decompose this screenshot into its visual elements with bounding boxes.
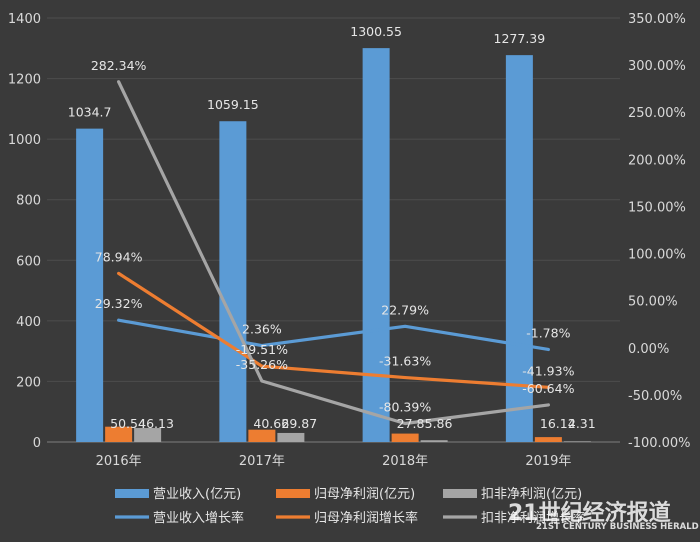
legend-label: 归母净利润增长率 (314, 510, 418, 526)
series-line (117, 271, 550, 389)
line-data-label: 2.36% (242, 322, 282, 337)
y-tick-label: 600 (16, 254, 41, 269)
watermark-en: 21ST CENTURY BUSINESS HERALD (536, 522, 699, 532)
line-data-label: -60.64% (522, 381, 574, 396)
bar-data-label: 46.13 (138, 416, 174, 431)
watermark-cn: 21世纪经济报道 (508, 500, 671, 526)
bar-data-label: 1059.15 (207, 97, 259, 112)
y2-tick-label: 0.00% (628, 342, 669, 357)
watermark: 21世纪经济报道 21ST CENTURY BUSINESS HERALD (508, 500, 699, 532)
bar-data-label: 29.87 (281, 416, 317, 431)
y-axis-right: -100.00% -50.00% 0.00% 50.00% 100.00% 150.00%… (628, 12, 691, 451)
y-axis-left: 0 200 400 600 800 1000 1200 1400 (8, 12, 41, 451)
series-line (117, 318, 550, 352)
legend-label: 营业收入增长率 (153, 510, 244, 526)
line-data-label: 78.94% (95, 249, 143, 264)
bar (134, 428, 162, 442)
line-data-label: 29.32% (95, 296, 143, 311)
x-axis: 2016年 2017年 2018年 2019年 (96, 454, 572, 469)
line-data-label: -35.26% (236, 357, 288, 372)
y-tick-label: 0 (33, 436, 41, 451)
bar (391, 433, 419, 442)
bar (248, 429, 276, 442)
lines (117, 80, 550, 426)
bar-data-label: 1300.55 (350, 24, 402, 39)
legend-label: 归母净利润(亿元) (314, 487, 415, 502)
y-tick-label: 1000 (8, 133, 41, 148)
y-tick-label: 400 (16, 315, 41, 330)
legend-swatch (276, 489, 310, 498)
line-data-label: -31.63% (379, 354, 431, 369)
bar-data-label: 40.66 (253, 416, 289, 431)
series-line (117, 80, 550, 426)
y2-tick-label: 250.00% (628, 106, 686, 121)
line-data-label: 22.79% (381, 302, 429, 317)
bar (505, 55, 533, 443)
bar-data-label: 50.54 (110, 416, 146, 431)
legend-label: 扣非净利润增长率 (481, 510, 585, 526)
x-tick-label: 2017年 (239, 454, 285, 469)
x-tick-label: 2016年 (96, 454, 142, 469)
line-data-label: 282.34% (91, 58, 147, 73)
bar-data-label: 2.31 (568, 416, 596, 431)
y-tick-label: 200 (16, 375, 41, 390)
y2-tick-label: -50.00% (628, 389, 682, 404)
bar (105, 426, 133, 442)
y2-tick-label: 350.00% (628, 12, 686, 27)
bar (420, 440, 448, 442)
y2-tick-label: 50.00% (628, 295, 678, 310)
y2-tick-label: 100.00% (628, 248, 686, 263)
line-data-label: -1.78% (526, 325, 570, 340)
legend-label: 营业收入(亿元) (153, 487, 241, 502)
x-tick-label: 2018年 (382, 454, 428, 469)
y2-tick-label: 300.00% (628, 59, 686, 74)
legend: 营业收入(亿元) 归母净利润(亿元) 扣非净利润(亿元) 营业收入增长率 归母净利润增长… (115, 487, 585, 526)
bar-data-label: 5.86 (425, 416, 453, 431)
y2-tick-label: 150.00% (628, 200, 686, 215)
bar-data-label: 1277.39 (494, 31, 546, 46)
legend-swatch (115, 489, 149, 498)
legend-swatch (443, 489, 477, 498)
y-tick-label: 800 (16, 194, 41, 209)
y-tick-label: 1200 (8, 73, 41, 88)
line-data-label: -80.39% (379, 400, 431, 415)
bar-labels: 1034.7 1059.15 1300.55 1277.39 50.54 40.66 27.… (68, 24, 596, 431)
y2-tick-label: 200.00% (628, 153, 686, 168)
bar-data-label: 16.14 (540, 416, 576, 431)
line-data-label: -41.93% (522, 363, 574, 378)
bar (76, 128, 104, 442)
bar (277, 432, 305, 442)
legend-label: 扣非净利润(亿元) (481, 487, 582, 502)
bar (534, 437, 562, 442)
bar (219, 121, 247, 443)
bar (362, 48, 390, 443)
y-tick-label: 1400 (8, 12, 41, 27)
line-labels: 29.32% 2.36% 22.79% -1.78% 78.94% -19.51% -31.… (91, 58, 575, 415)
bar (563, 441, 591, 442)
bar-data-label: 1034.7 (68, 105, 112, 120)
y2-tick-label: -100.00% (628, 436, 691, 451)
x-tick-label: 2019年 (525, 454, 571, 469)
bar-data-label: 27.8 (397, 416, 425, 431)
line-data-label: -19.51% (236, 342, 288, 357)
